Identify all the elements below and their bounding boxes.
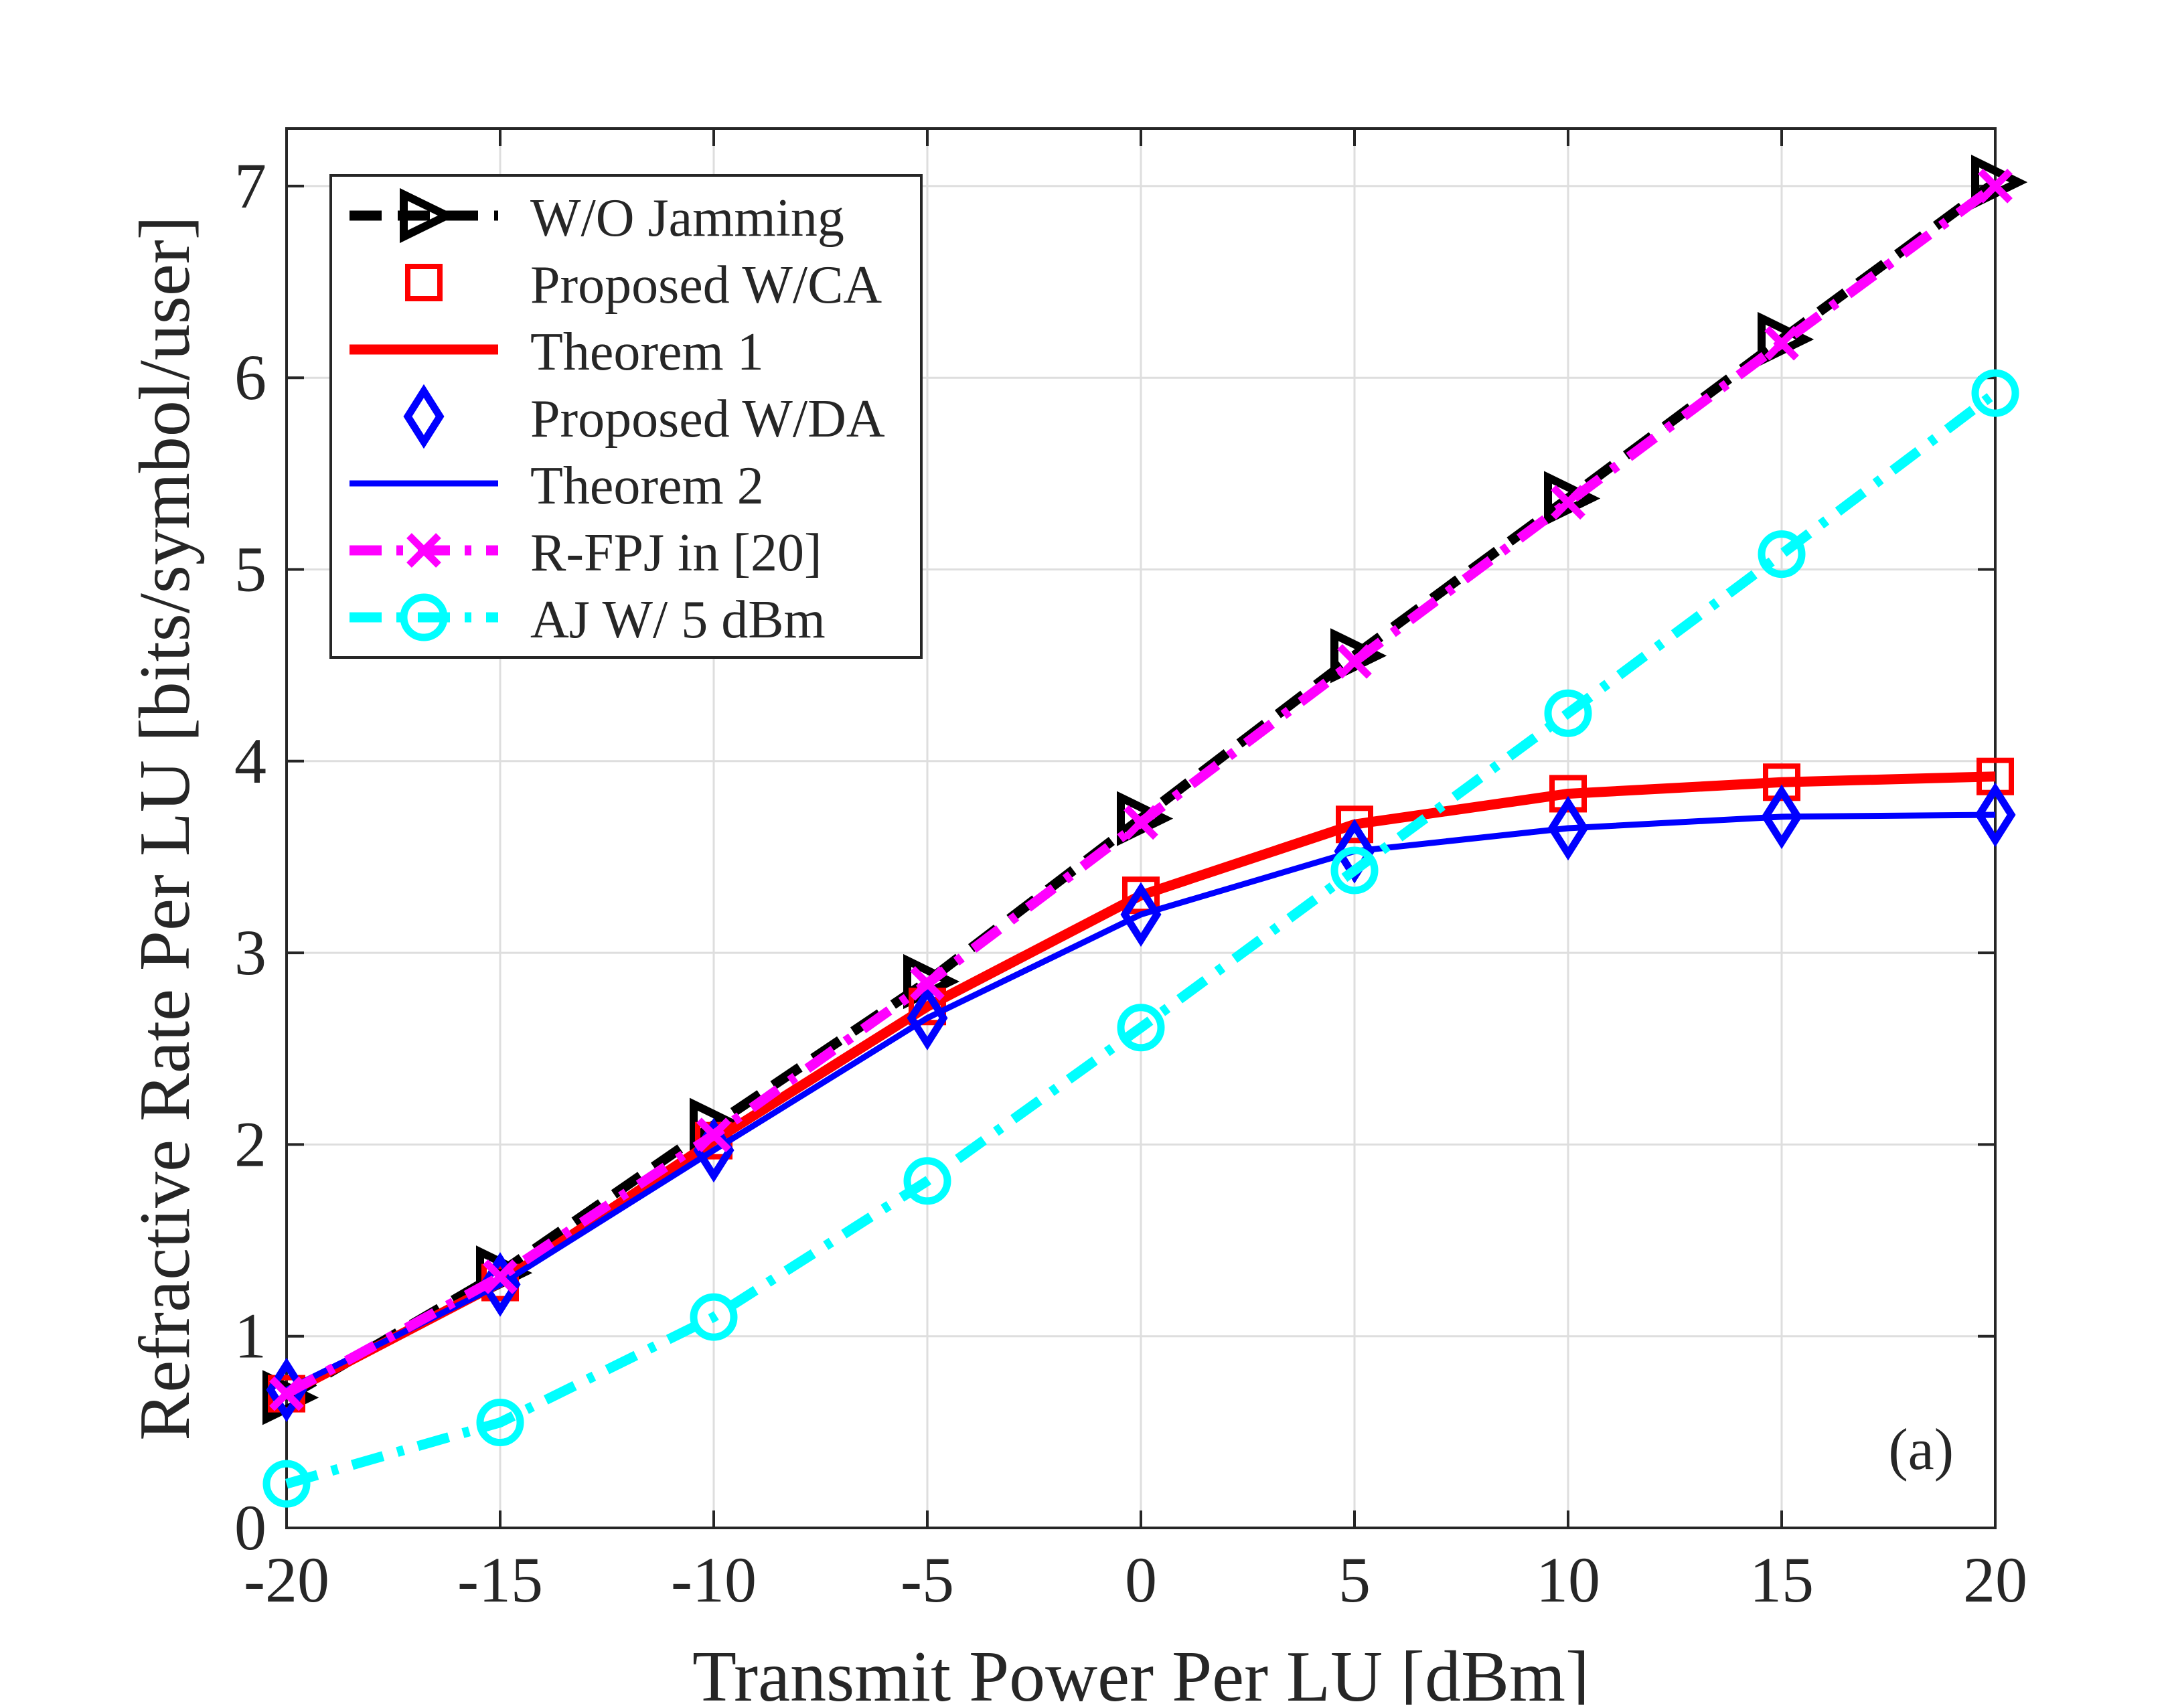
data-point — [262, 1460, 311, 1508]
legend-swatch-marker — [400, 187, 457, 244]
data-point — [1758, 530, 1806, 578]
axis-ticks: -20 -15 -10 -5 0 5 10 15 20 0 1 2 3 4 5 6 7 — [234, 129, 2027, 1616]
x-tick-label: 0 — [1125, 1544, 1157, 1616]
series-layer — [262, 155, 2028, 1508]
data-point — [690, 1293, 738, 1341]
x-tick-label: 5 — [1338, 1544, 1371, 1616]
legend-box — [329, 174, 923, 659]
data-point — [1334, 819, 1375, 884]
y-tick-label: 6 — [234, 341, 266, 413]
x-marker-stroke — [1124, 805, 1158, 840]
legend: W/O Jamming Proposed W/CA Theorem 1 Propose… — [329, 174, 923, 659]
data-point — [1978, 169, 2013, 204]
data-point — [903, 1157, 951, 1205]
x-marker-stroke — [269, 1376, 304, 1411]
y-tick-label: 3 — [234, 917, 266, 988]
x-tick-label: 10 — [1536, 1544, 1600, 1616]
x-marker-stroke — [406, 533, 441, 568]
x-tick-label: -10 — [671, 1544, 757, 1616]
legend-item: Proposed W/DA — [403, 384, 885, 449]
x-marker-stroke — [696, 1117, 731, 1152]
x-marker-stroke — [1978, 169, 2013, 204]
x-tick-label: -20 — [244, 1544, 329, 1616]
y-tick-label: 0 — [234, 1492, 266, 1563]
data-point — [1120, 882, 1162, 947]
y-tick-label: 7 — [234, 150, 266, 222]
data-point — [483, 1259, 518, 1294]
data-point — [1124, 805, 1158, 840]
series-5 — [269, 169, 2013, 1411]
legend-item: Theorem 2 — [350, 457, 764, 516]
legend-item: AJ W/ 5 dBm — [350, 591, 826, 649]
x-marker-stroke — [1551, 485, 1585, 520]
x-marker-stroke — [910, 966, 945, 1001]
series-line — [285, 811, 1996, 1393]
y-tick-label: 2 — [234, 1108, 266, 1180]
legend-label: Theorem 1 — [530, 323, 764, 382]
x-tick-label: -15 — [457, 1544, 543, 1616]
data-point — [476, 1399, 524, 1447]
x-marker-stroke — [483, 1259, 518, 1294]
legend-swatch-marker — [406, 533, 441, 568]
legend-label: Proposed W/DA — [530, 390, 885, 449]
legend-label: R-FPJ in [20] — [530, 524, 822, 583]
y-tick-label: 5 — [234, 533, 266, 605]
y-axis-label: Refractive Rate Per LU [bits/symbol/user… — [125, 216, 205, 1441]
data-point — [1544, 689, 1592, 737]
x-marker-stroke — [1764, 325, 1799, 361]
data-point — [1764, 325, 1799, 361]
data-point — [1117, 1004, 1165, 1052]
series-line — [285, 389, 1999, 1489]
x-tick-label: 15 — [1750, 1544, 1814, 1616]
data-point — [1547, 795, 1589, 861]
x-tick-label: -5 — [901, 1544, 954, 1616]
y-tick-label: 1 — [234, 1300, 266, 1372]
data-point — [696, 1117, 731, 1152]
legend-label: W/O Jamming — [530, 189, 844, 248]
series-6 — [262, 369, 2019, 1508]
x-axis-label: Transmit Power Per LU [dBm] — [692, 1637, 1590, 1705]
x-marker-stroke — [1337, 644, 1372, 679]
legend-item: W/O Jamming — [350, 187, 844, 248]
legend-swatch-marker — [400, 593, 448, 641]
data-point — [1761, 784, 1802, 850]
legend-swatch-marker — [403, 384, 445, 449]
legend-item: R-FPJ in [20] — [350, 524, 822, 583]
series-4 — [285, 811, 1996, 1393]
legend-label: AJ W/ 5 dBm — [530, 591, 826, 649]
data-point — [269, 1376, 304, 1411]
x-tick-label: 20 — [1963, 1544, 2027, 1616]
legend-item: Proposed W/CA — [405, 256, 882, 315]
panel-annotation: (a) — [1888, 1417, 1954, 1482]
legend-label: Proposed W/CA — [530, 256, 882, 315]
data-point — [1330, 846, 1379, 895]
data-point — [1975, 782, 2016, 848]
legend-item: Theorem 1 — [350, 323, 764, 382]
data-point — [1337, 644, 1372, 679]
data-point — [1551, 485, 1585, 520]
axis-labels: Transmit Power Per LU [dBm] Refractive R… — [125, 216, 1954, 1708]
legend-swatch-marker — [405, 264, 443, 301]
legend-label: Theorem 2 — [530, 457, 764, 516]
data-point — [910, 966, 945, 1001]
y-tick-label: 4 — [234, 725, 266, 797]
data-point — [1971, 369, 2019, 417]
